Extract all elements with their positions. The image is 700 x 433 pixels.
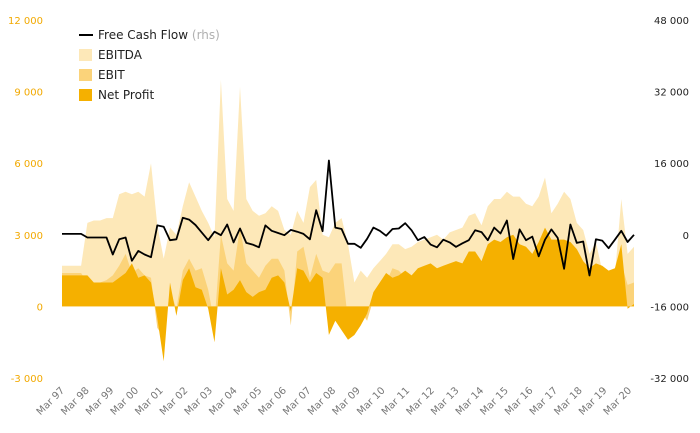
legend-swatch: [79, 69, 92, 81]
legend-item-ebitda: EBITDA: [79, 48, 143, 62]
line-fcf: [62, 159, 635, 277]
right-tick-label: 32 000: [654, 88, 689, 99]
right-axis: 48 000 32 000 16 000 0 -16 000 -32 000: [650, 16, 689, 385]
right-tick-label: -16 000: [650, 302, 689, 313]
legend-item-net-profit: Net Profit: [79, 88, 154, 102]
left-tick-label: 9 000: [14, 88, 43, 99]
legend-label: EBIT: [98, 68, 125, 82]
legend-item-fcf: Free Cash Flow (rhs): [79, 28, 220, 42]
right-tick-label: 0: [683, 231, 689, 242]
right-tick-label: 48 000: [654, 16, 689, 27]
x-tick-label: Mar 20: [602, 385, 634, 417]
legend-item-ebit: EBIT: [79, 68, 125, 82]
left-axis: 12 000 9 000 6 000 3 000 0 -3 000: [8, 16, 43, 385]
left-tick-label: -3 000: [11, 374, 43, 385]
line-layer: [62, 159, 635, 277]
left-tick-label: 6 000: [14, 159, 43, 170]
legend: Free Cash Flow (rhs) EBITDA EBIT Net Profit: [79, 28, 220, 102]
right-tick-label: 16 000: [654, 159, 689, 170]
left-tick-label: 12 000: [8, 16, 43, 27]
area-net-profit: [62, 227, 634, 362]
left-tick-label: 0: [37, 302, 43, 313]
legend-label: Free Cash Flow (rhs): [98, 28, 220, 42]
right-tick-label: -32 000: [650, 374, 689, 385]
legend-label: Net Profit: [98, 88, 154, 102]
legend-swatch: [79, 89, 92, 101]
legend-label: EBITDA: [98, 48, 143, 62]
area-layer: [62, 79, 634, 362]
legend-swatch: [79, 49, 92, 61]
legend-suffix: (rhs): [188, 28, 220, 42]
left-tick-label: 3 000: [14, 231, 43, 242]
